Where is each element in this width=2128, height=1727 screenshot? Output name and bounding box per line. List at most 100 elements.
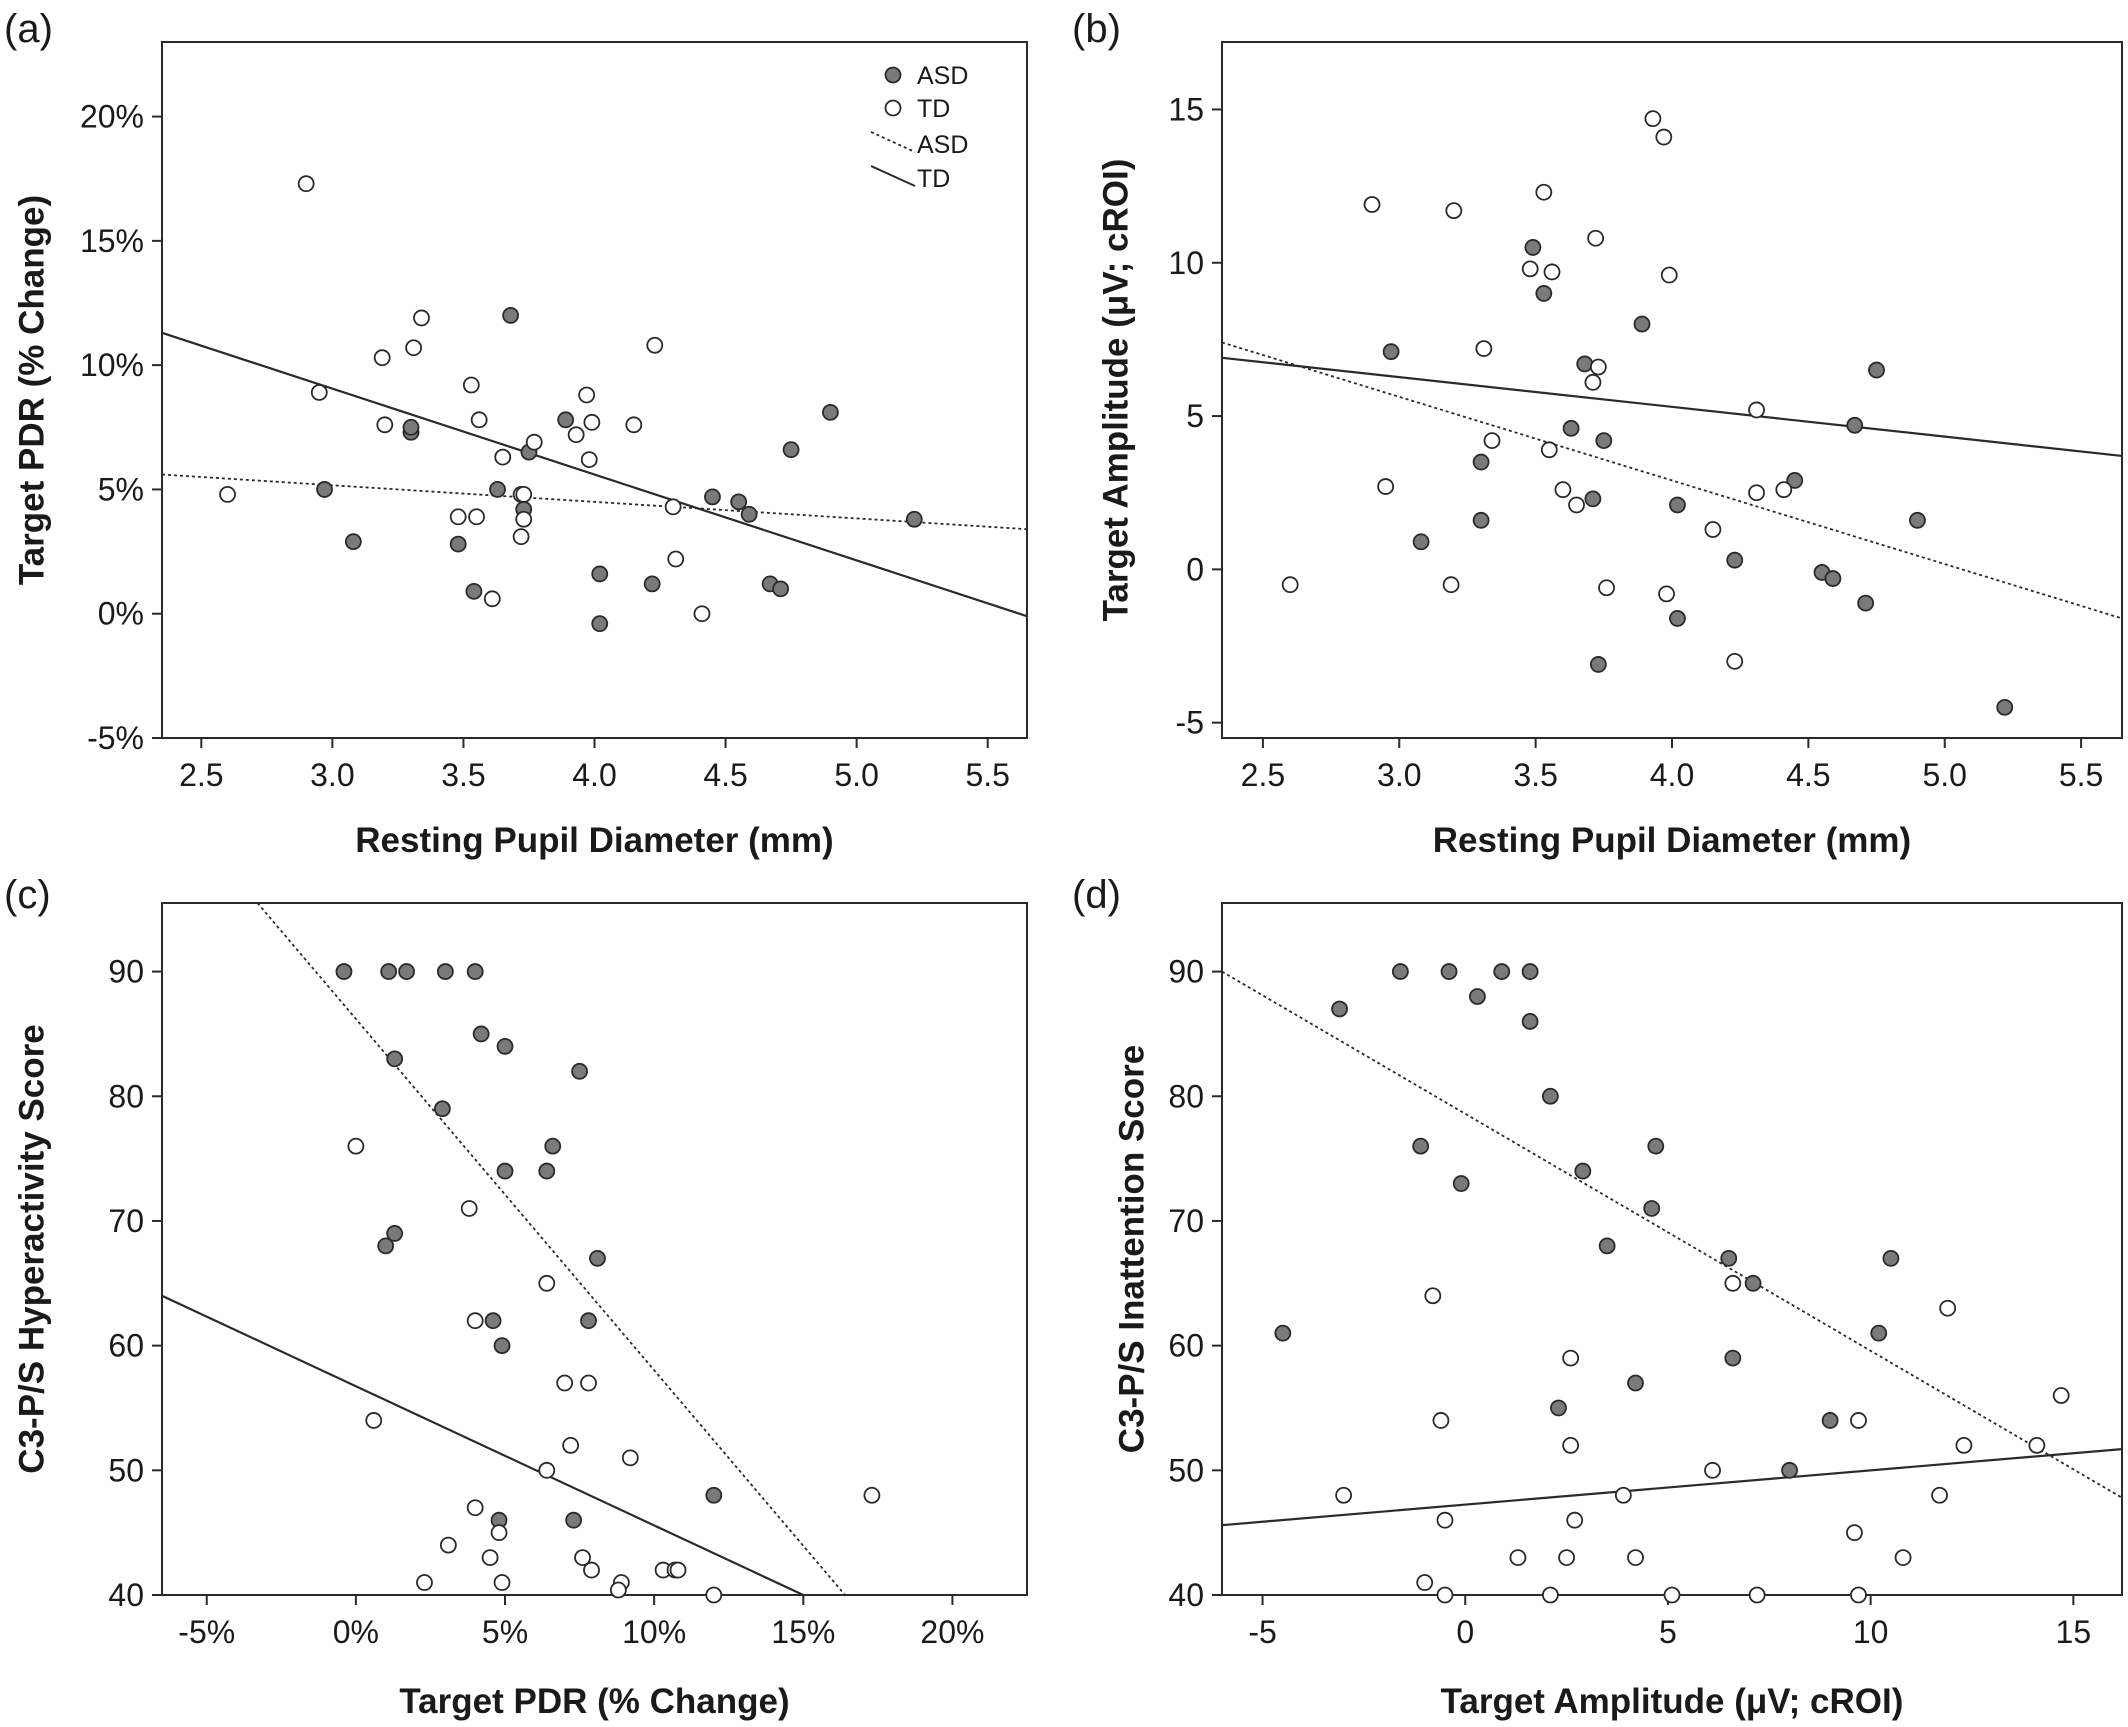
point-td	[578, 386, 596, 404]
point-asd	[1469, 988, 1486, 1005]
legend-td-line-symbol	[870, 165, 916, 187]
point-td	[1558, 1549, 1575, 1566]
point-asd	[643, 575, 661, 593]
point-td	[466, 1312, 484, 1330]
panel-c: -5% 0% 5% 10% 15% 20% 40 50 60 70 80 90 Target PDR (…	[4, 873, 1028, 1721]
point-td	[347, 1137, 365, 1155]
x-tick-label: 5.0	[834, 757, 878, 793]
x-tick-label: 5.5	[2059, 757, 2103, 793]
panel-label: (c)	[4, 873, 51, 917]
point-td	[1850, 1412, 1867, 1429]
point-asd	[822, 403, 839, 421]
point-td	[1748, 401, 1765, 419]
point-td	[1424, 1287, 1442, 1305]
point-td	[490, 1524, 508, 1542]
point-td	[365, 1412, 383, 1429]
point-td	[1894, 1549, 1912, 1566]
point-td	[416, 1574, 433, 1591]
plot-frame	[1221, 41, 2123, 739]
point-td	[1589, 358, 1607, 376]
point-asd	[1824, 570, 1842, 587]
x-tick-label: 10	[1853, 1614, 1889, 1650]
x-tick-label: 4.0	[572, 757, 616, 793]
point-td	[1931, 1486, 1948, 1504]
point-asd	[705, 1486, 723, 1504]
panel-label: (a)	[4, 7, 53, 51]
point-td	[625, 416, 643, 434]
point-asd	[484, 1312, 502, 1330]
fit-line-asd-dotted	[162, 473, 1027, 531]
y-tick-label: -5	[1176, 705, 1204, 741]
y-tick-label: 0%	[98, 596, 144, 632]
point-asd	[316, 481, 333, 498]
point-asd	[1391, 963, 1409, 980]
y-tick-label: 50	[1168, 1452, 1204, 1488]
point-td	[1554, 481, 1572, 499]
legend-td-marker-symbol	[884, 99, 902, 117]
point-td	[1587, 229, 1605, 247]
point-asd	[1786, 472, 1804, 489]
point-asd	[905, 510, 923, 528]
point-td	[1281, 576, 1299, 594]
y-axis-title: Target PDR (% Change)	[13, 195, 52, 585]
point-asd	[1576, 355, 1594, 373]
point-td	[310, 384, 328, 401]
point-td	[1436, 1586, 1454, 1604]
point-asd	[1584, 490, 1602, 508]
point-td	[1543, 263, 1561, 281]
point-td	[1535, 183, 1553, 201]
point-asd	[1909, 511, 1926, 529]
legend-td-line-label: TD	[917, 165, 950, 193]
point-td	[462, 376, 480, 394]
point-td	[1445, 202, 1463, 220]
panel-d: -5 0 5 10 15 40 50 60 70 80 90 Target Amplitude (μV…	[1072, 873, 2123, 1721]
point-asd	[1868, 361, 1885, 379]
point-asd	[1472, 453, 1490, 471]
point-td	[1658, 585, 1675, 603]
y-tick-label: 40	[108, 1577, 144, 1613]
point-td	[1726, 652, 1744, 670]
legend-asd-line-label: ASD	[917, 131, 968, 159]
point-asd	[1882, 1249, 1900, 1267]
plot-frame	[161, 902, 1028, 1596]
point-asd	[1452, 1175, 1470, 1192]
y-tick-label: 5	[1186, 398, 1204, 434]
point-td	[1748, 1586, 1766, 1604]
point-td	[1562, 1436, 1580, 1454]
point-asd	[344, 533, 362, 551]
point-asd	[1412, 1137, 1430, 1155]
point-td	[376, 416, 394, 434]
point-td	[1432, 1412, 1450, 1429]
point-td	[621, 1449, 639, 1467]
point-td	[1850, 1586, 1867, 1604]
point-asd	[1524, 239, 1542, 256]
x-tick-label: 15%	[771, 1614, 835, 1650]
y-tick-label: 60	[108, 1328, 144, 1364]
point-asd	[1493, 963, 1511, 980]
point-asd	[704, 488, 721, 506]
point-asd	[1550, 1399, 1567, 1417]
point-asd	[386, 1225, 404, 1242]
point-asd	[1846, 416, 1864, 434]
point-asd	[377, 1237, 395, 1255]
point-asd	[502, 307, 520, 324]
y-axis-title: C3-P/S Inattention Score	[1113, 1045, 1152, 1453]
point-asd	[1643, 1200, 1661, 1217]
point-asd	[772, 580, 790, 598]
point-td	[669, 1561, 687, 1579]
y-tick-label: 15%	[80, 223, 144, 259]
point-td	[1704, 1461, 1721, 1479]
point-asd	[740, 505, 758, 523]
plot-frame	[161, 41, 1028, 739]
point-td	[1584, 373, 1602, 391]
point-asd	[466, 963, 484, 980]
x-tick-label: 3.0	[310, 757, 354, 793]
y-tick-label: 20%	[80, 99, 144, 135]
point-asd	[557, 411, 575, 429]
point-td	[1955, 1436, 1973, 1454]
point-td	[512, 528, 530, 546]
x-tick-label: 5.0	[1922, 757, 1966, 793]
y-tick-label: 60	[1168, 1328, 1204, 1364]
y-tick-label: -5%	[87, 720, 144, 756]
legend-asd-marker-symbol	[884, 66, 902, 84]
